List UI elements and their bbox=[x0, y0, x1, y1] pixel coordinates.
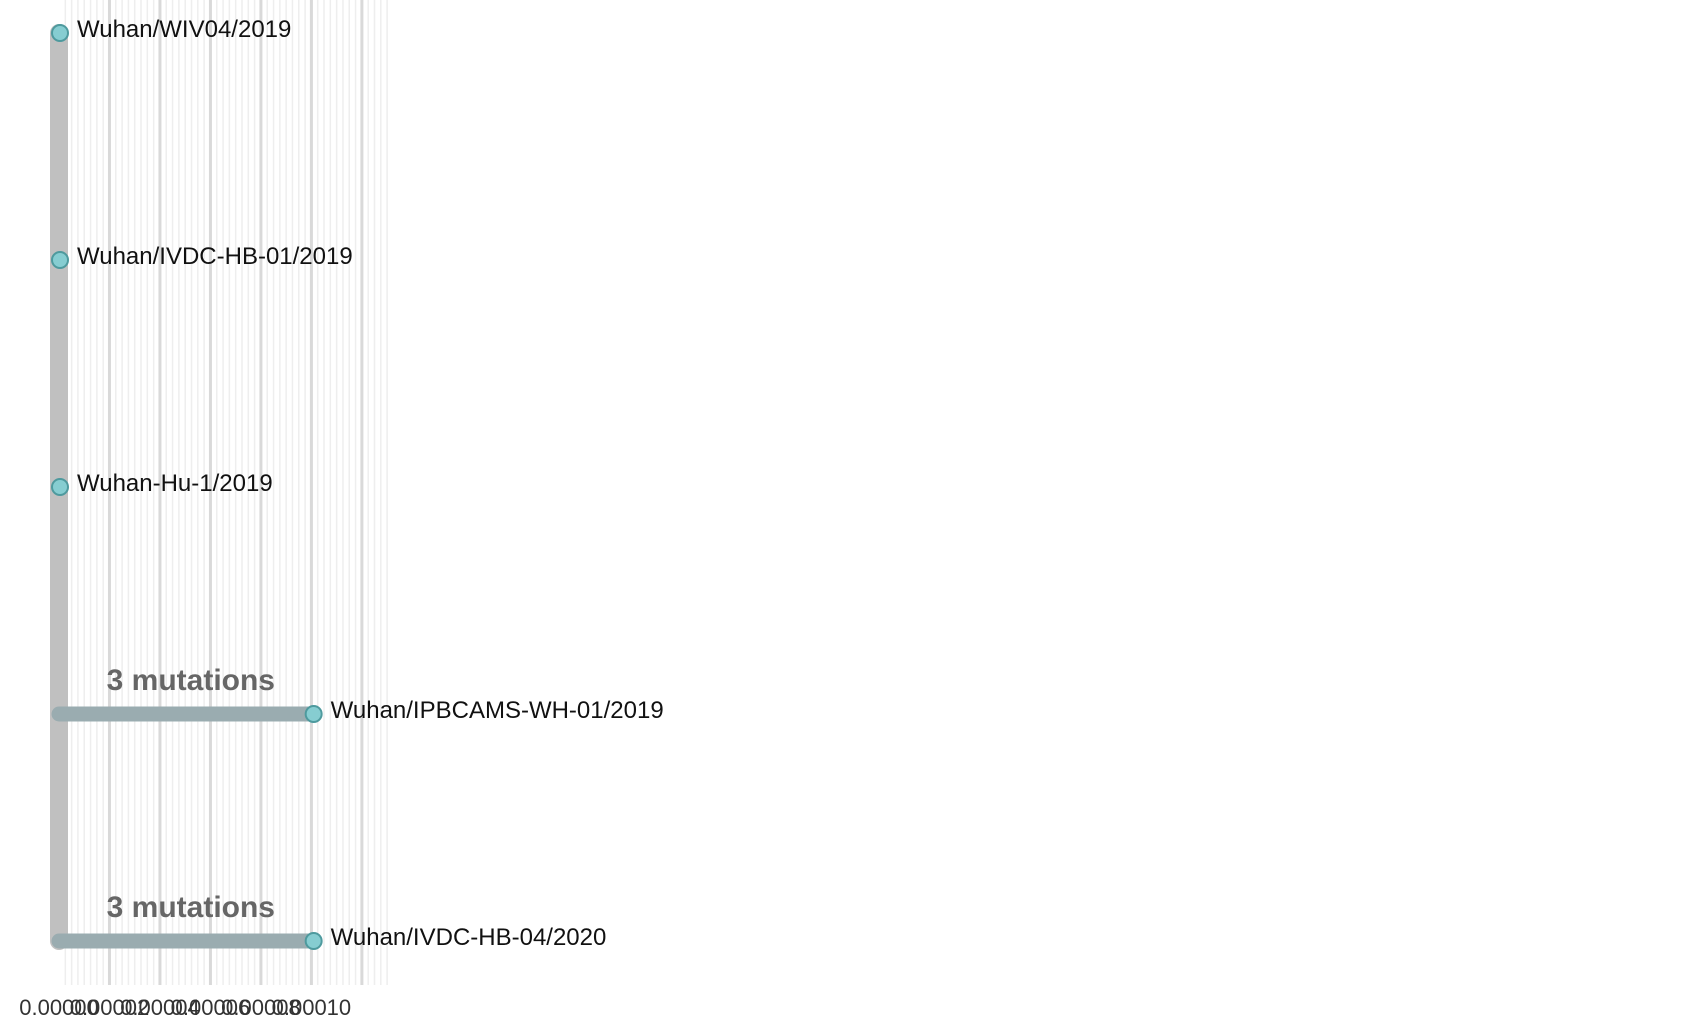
grid-lines bbox=[64, 0, 388, 985]
tip-label: Wuhan/IVDC-HB-01/2019 bbox=[77, 243, 353, 270]
x-tick-label: 0.00010 bbox=[272, 995, 352, 1020]
tip-label: Wuhan/IVDC-HB-04/2020 bbox=[331, 924, 607, 951]
x-axis: 0.000000.000020.000040.000060.000080.000… bbox=[19, 995, 351, 1020]
tip-node bbox=[304, 705, 323, 723]
x-tick-label: 0.00000 bbox=[19, 995, 99, 1020]
tree-branches bbox=[51, 706, 321, 949]
tip-node bbox=[51, 478, 69, 496]
tree-labels: Wuhan/WIV04/2019 Wuhan/IVDC-HB-01/2019 Wuh… bbox=[51, 16, 664, 951]
tip-node bbox=[304, 932, 323, 950]
mutation-label: 3 mutations bbox=[107, 891, 275, 924]
x-tick-label: 0.00006 bbox=[171, 995, 251, 1020]
mutation-label: 3 mutations bbox=[107, 664, 275, 697]
x-tick-label: 0.00008 bbox=[221, 995, 301, 1020]
tip-label: Wuhan/IPBCAMS-WH-01/2019 bbox=[331, 697, 664, 724]
tip-node bbox=[51, 251, 69, 269]
x-tick-label: 0.00004 bbox=[120, 995, 200, 1020]
tip-label: Wuhan-Hu-1/2019 bbox=[77, 470, 273, 497]
tip-node bbox=[51, 24, 69, 42]
x-tick-label: 0.00002 bbox=[70, 995, 150, 1020]
tip-label: Wuhan/WIV04/2019 bbox=[77, 16, 291, 43]
